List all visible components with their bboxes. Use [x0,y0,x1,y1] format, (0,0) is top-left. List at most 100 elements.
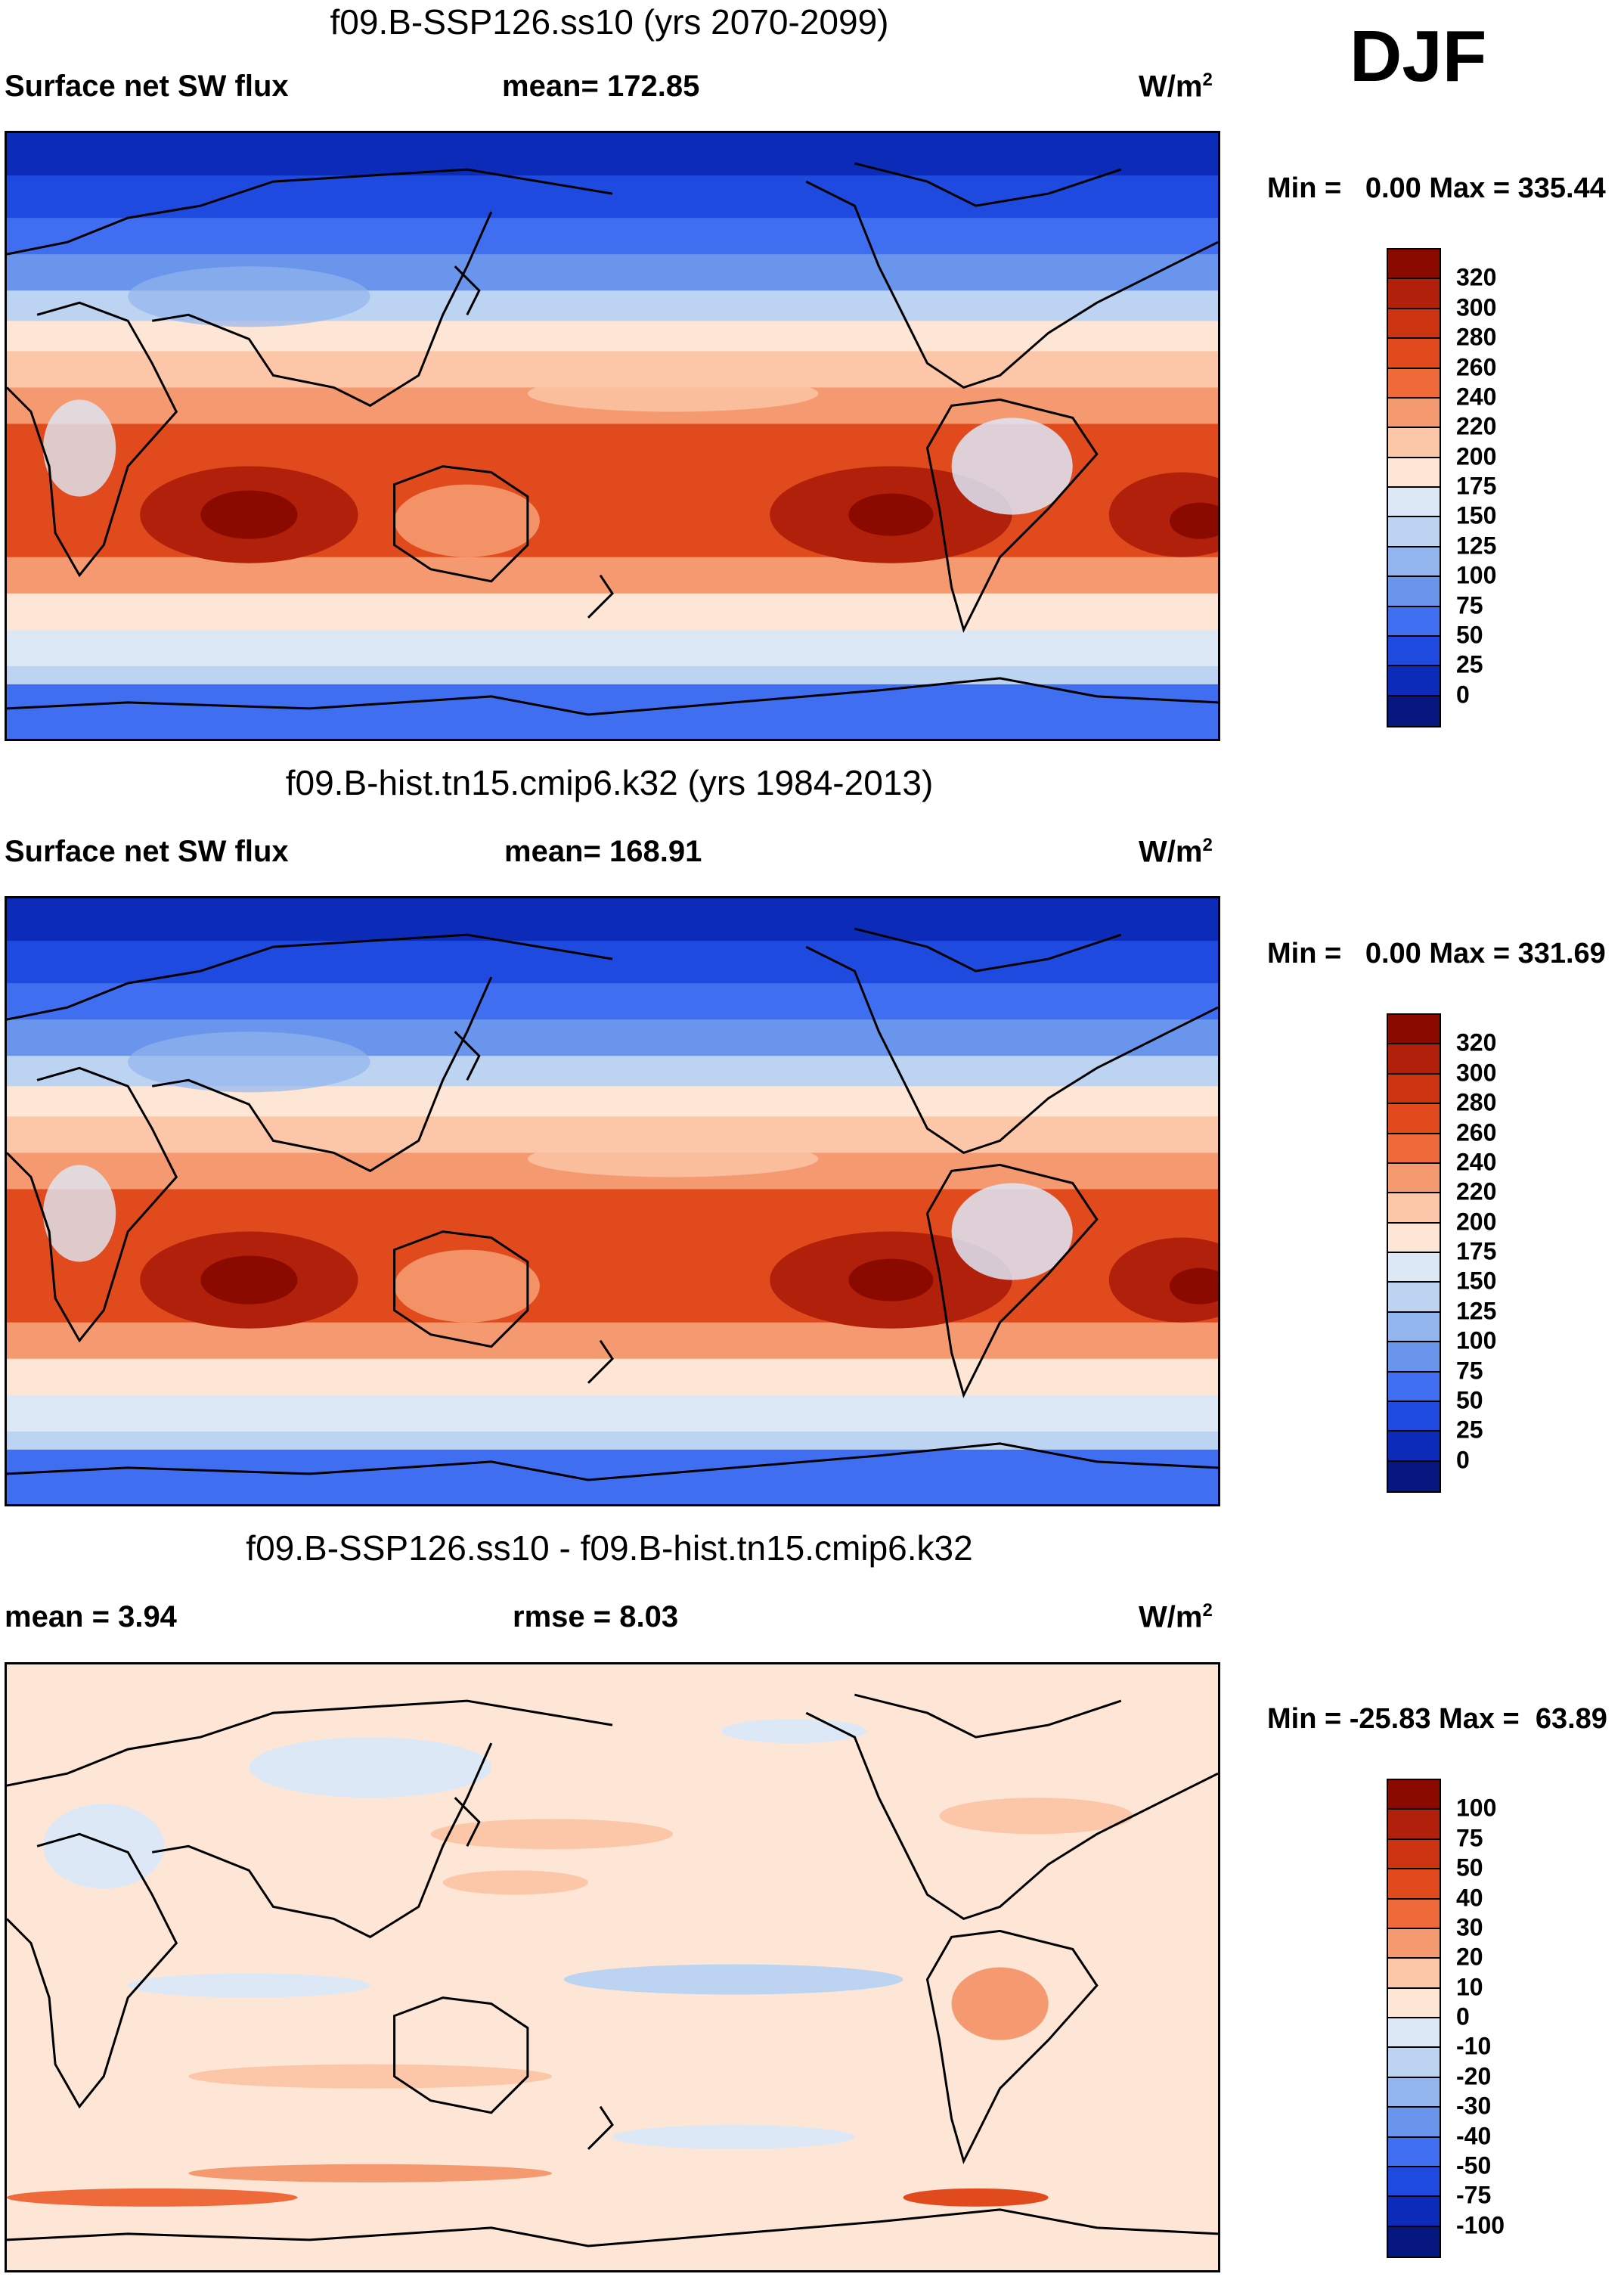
field-band [7,665,1218,685]
panel-3-map-field [7,1664,1218,2270]
colorbar-segment [1388,1432,1440,1462]
field-feature [394,1249,540,1323]
colorbar-segment [1388,2226,1440,2257]
field-band [7,1086,1218,1118]
coastline [151,211,493,408]
field-feature [939,1798,1133,1835]
colorbar-tick-label: 100 [1456,1794,1497,1822]
colorbar-segment [1388,1959,1440,1989]
colorbar-tick-label: 150 [1456,501,1497,529]
field-feature [43,1165,116,1262]
colorbar-tick-label: 200 [1456,1208,1497,1236]
colorbar-segment [1388,279,1440,309]
coastline [454,265,481,315]
colorbar-tick-label: 280 [1456,1088,1497,1116]
colorbar-segment [1388,1342,1440,1373]
coastline [7,1442,1218,1481]
colorbar-segment [1388,1253,1440,1283]
colorbar-segment [1388,398,1440,429]
colorbar-segment [1388,1899,1440,1929]
colorbar-segment [1388,1839,1440,1870]
coastline [7,1699,613,1787]
colorbar-tick-label: 300 [1456,1059,1497,1087]
colorbar-tick-label: 260 [1456,353,1497,380]
field-feature [563,1964,903,1995]
colorbar-tick-label: 50 [1456,1854,1483,1881]
colorbar-segment [1388,1193,1440,1224]
coastline [925,1163,1099,1398]
coastline [7,168,613,256]
colorbar-tick-label: 240 [1456,383,1497,411]
panel-1-map [5,131,1220,741]
colorbar-tick-label: 50 [1456,1386,1483,1414]
panel-1-left-label: Surface net SW flux [5,70,289,103]
coastline [587,574,614,619]
colorbar-segment [1388,458,1440,488]
colorbar-tick-label: 175 [1456,472,1497,500]
coastline [7,933,613,1021]
colorbar-segment [1388,2197,1440,2227]
colorbar-tick-label: 75 [1456,1824,1483,1852]
colorbar-segment [1388,250,1440,280]
field-band [7,133,1218,177]
field-feature [188,2064,552,2089]
colorbar-tick-label: 75 [1456,591,1483,619]
colorbar-tick-label: 75 [1456,1357,1483,1384]
field-band [7,1664,1218,2270]
colorbar-tick-label: 0 [1456,681,1470,709]
coastline [7,2208,1218,2248]
coastline [393,465,529,583]
colorbar-tick-label: -30 [1456,2092,1492,2120]
field-band [7,1394,1218,1432]
coastline [151,976,493,1173]
colorbar-tick-label: 25 [1456,1416,1483,1444]
field-feature [394,484,540,557]
field-feature [128,1031,370,1093]
colorbar-tick-label: -100 [1456,2211,1505,2239]
colorbar-segment [1388,2167,1440,2198]
colorbar-tick-label: 25 [1456,650,1483,678]
panel-3-colorbar [1387,1779,1441,2258]
colorbar-segment [1388,339,1440,369]
coastline [7,677,1218,716]
colorbar-tick-label: 30 [1456,1913,1483,1941]
colorbar-segment [1388,547,1440,578]
colorbar-tick-label: 100 [1456,1326,1497,1354]
colorbar-tick-label: 0 [1456,2002,1470,2030]
panel-1-units: W/m2 [1139,70,1213,104]
coastline [7,1832,178,2109]
colorbar-segment [1388,1988,1440,2018]
colorbar-tick-label: 20 [1456,1943,1483,1971]
colorbar-tick-label: -40 [1456,2122,1492,2149]
colorbar-segment [1388,1810,1440,1840]
coastline [454,1797,481,1847]
panel-1-colorbar [1387,248,1441,727]
colorbar-segment [1388,1401,1440,1432]
panel-3-title: f09.B-SSP126.ss10 - f09.B-hist.tn15.cmip… [246,1528,973,1568]
field-band [7,629,1218,667]
field-feature [848,493,934,536]
field-feature [430,1819,674,1850]
colorbar-segment [1388,2018,1440,2049]
colorbar-tick-label: 10 [1456,1973,1483,2001]
colorbar-segment [1388,696,1440,726]
coastline [805,1711,1218,1921]
coastline [393,1996,529,2114]
field-feature [951,1183,1073,1280]
colorbar-segment [1388,1869,1440,1900]
panel-3-left-label: mean = 3.94 [5,1600,177,1633]
colorbar-segment [1388,1312,1440,1343]
field-band [7,321,1218,352]
field-band [7,983,1218,1021]
field-band [7,898,1218,942]
panel-1-mid-label: mean= 172.85 [502,70,700,103]
colorbar-tick-label: 200 [1456,442,1497,470]
field-band [7,1431,1218,1450]
field-feature [612,2124,855,2149]
panel-2-mid-label: mean= 168.91 [504,835,702,868]
coastline [925,1929,1099,2164]
coastlines [7,927,1218,1481]
colorbar-tick-label: 40 [1456,1884,1483,1911]
coastline [925,398,1099,633]
field-feature [249,1737,491,1798]
